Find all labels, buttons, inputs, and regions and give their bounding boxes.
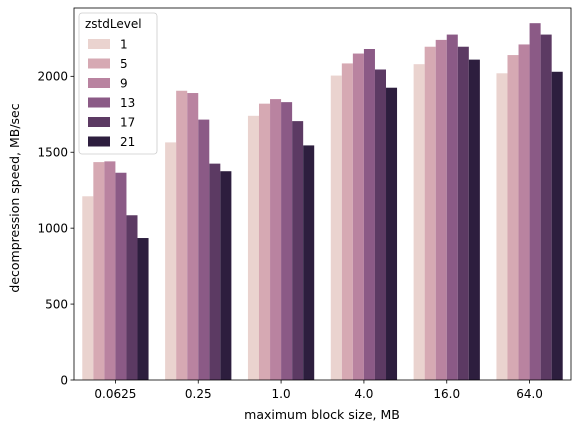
bar-level-13-size-0.25 [198,119,210,380]
bar-level-5-size-1.0 [258,103,271,380]
bar-level-17-size-16.0 [457,46,469,380]
bars-layer [82,23,563,381]
bar-level-5-size-0.0625 [93,162,105,380]
bar-level-13-size-16.0 [446,34,458,380]
y-tick-label: 500 [45,297,68,311]
plot-frame [73,7,572,381]
x-tick-label: 4.0 [354,387,373,401]
bar-level-9-size-64.0 [518,44,530,380]
bar-level-1-size-16.0 [413,64,425,381]
bar-level-9-size-1.0 [270,99,282,380]
bar-level-17-size-1.0 [292,121,304,381]
legend-swatch-17 [88,117,110,127]
bar-level-21-size-1.0 [303,145,315,380]
bar-level-9-size-4.0 [352,53,364,381]
legend-label-5: 5 [120,57,128,71]
axes-layer: 0 500 1000 1500 2000 0.0625 0.25 1.0 4.0 16.0 64.0 [37,7,572,401]
legend-title: zstdLevel [85,17,142,31]
bar-level-9-size-16.0 [435,39,447,380]
bar-level-21-size-64.0 [551,71,563,381]
x-tick-label: 0.0625 [94,387,136,401]
x-tick-label: 0.25 [185,387,212,401]
bar-level-13-size-4.0 [363,49,375,380]
bar-level-17-size-64.0 [540,34,552,380]
legend-swatch-1 [88,39,110,49]
bar-level-1-size-0.25 [165,142,177,380]
legend-label-21: 21 [120,135,135,149]
bar-level-17-size-4.0 [374,69,386,381]
legend-swatch-9 [88,78,110,88]
bar-level-1-size-1.0 [247,115,259,381]
bar-level-21-size-16.0 [468,59,480,381]
x-tick-label: 16.0 [433,387,460,401]
x-tick-label: 1.0 [272,387,291,401]
bar-level-21-size-0.0625 [137,238,149,380]
bar-level-5-size-0.25 [176,90,188,380]
legend-label-13: 13 [120,96,135,110]
y-tick-label: 2000 [37,70,68,84]
legend-swatch-13 [88,97,110,108]
legend-label-9: 9 [120,77,128,91]
bar-level-1-size-0.0625 [82,196,94,380]
bar-level-13-size-1.0 [281,102,293,380]
legend-swatch-21 [88,136,110,147]
bar-level-9-size-0.25 [187,93,199,380]
y-tick-label: 0 [60,373,68,387]
y-tick-label: 1500 [37,146,68,160]
bar-level-1-size-64.0 [496,73,508,380]
bar-level-21-size-4.0 [386,87,398,381]
legend-label-17: 17 [120,116,135,130]
legend-label-1: 1 [120,38,128,52]
legend-swatch-5 [88,58,110,69]
bar-level-17-size-0.0625 [126,215,138,380]
bar-level-21-size-0.25 [220,171,232,380]
bar-level-17-size-0.25 [209,163,221,380]
x-axis-label: maximum block size, MB [244,407,400,422]
bar-level-5-size-64.0 [507,55,519,380]
bar-level-1-size-4.0 [330,75,342,380]
bar-level-5-size-16.0 [424,46,436,380]
bar-level-9-size-0.0625 [104,161,116,380]
bar-level-13-size-0.0625 [115,172,127,380]
y-tick-label: 1000 [37,221,68,235]
x-tick-label: 64.0 [516,387,543,401]
bar-level-13-size-64.0 [529,23,541,381]
bar-level-5-size-4.0 [341,63,353,381]
legend: zstdLevel 1 5 9 13 17 21 [78,12,158,155]
y-axis-label: decompression speed, MB/sec [7,103,22,292]
